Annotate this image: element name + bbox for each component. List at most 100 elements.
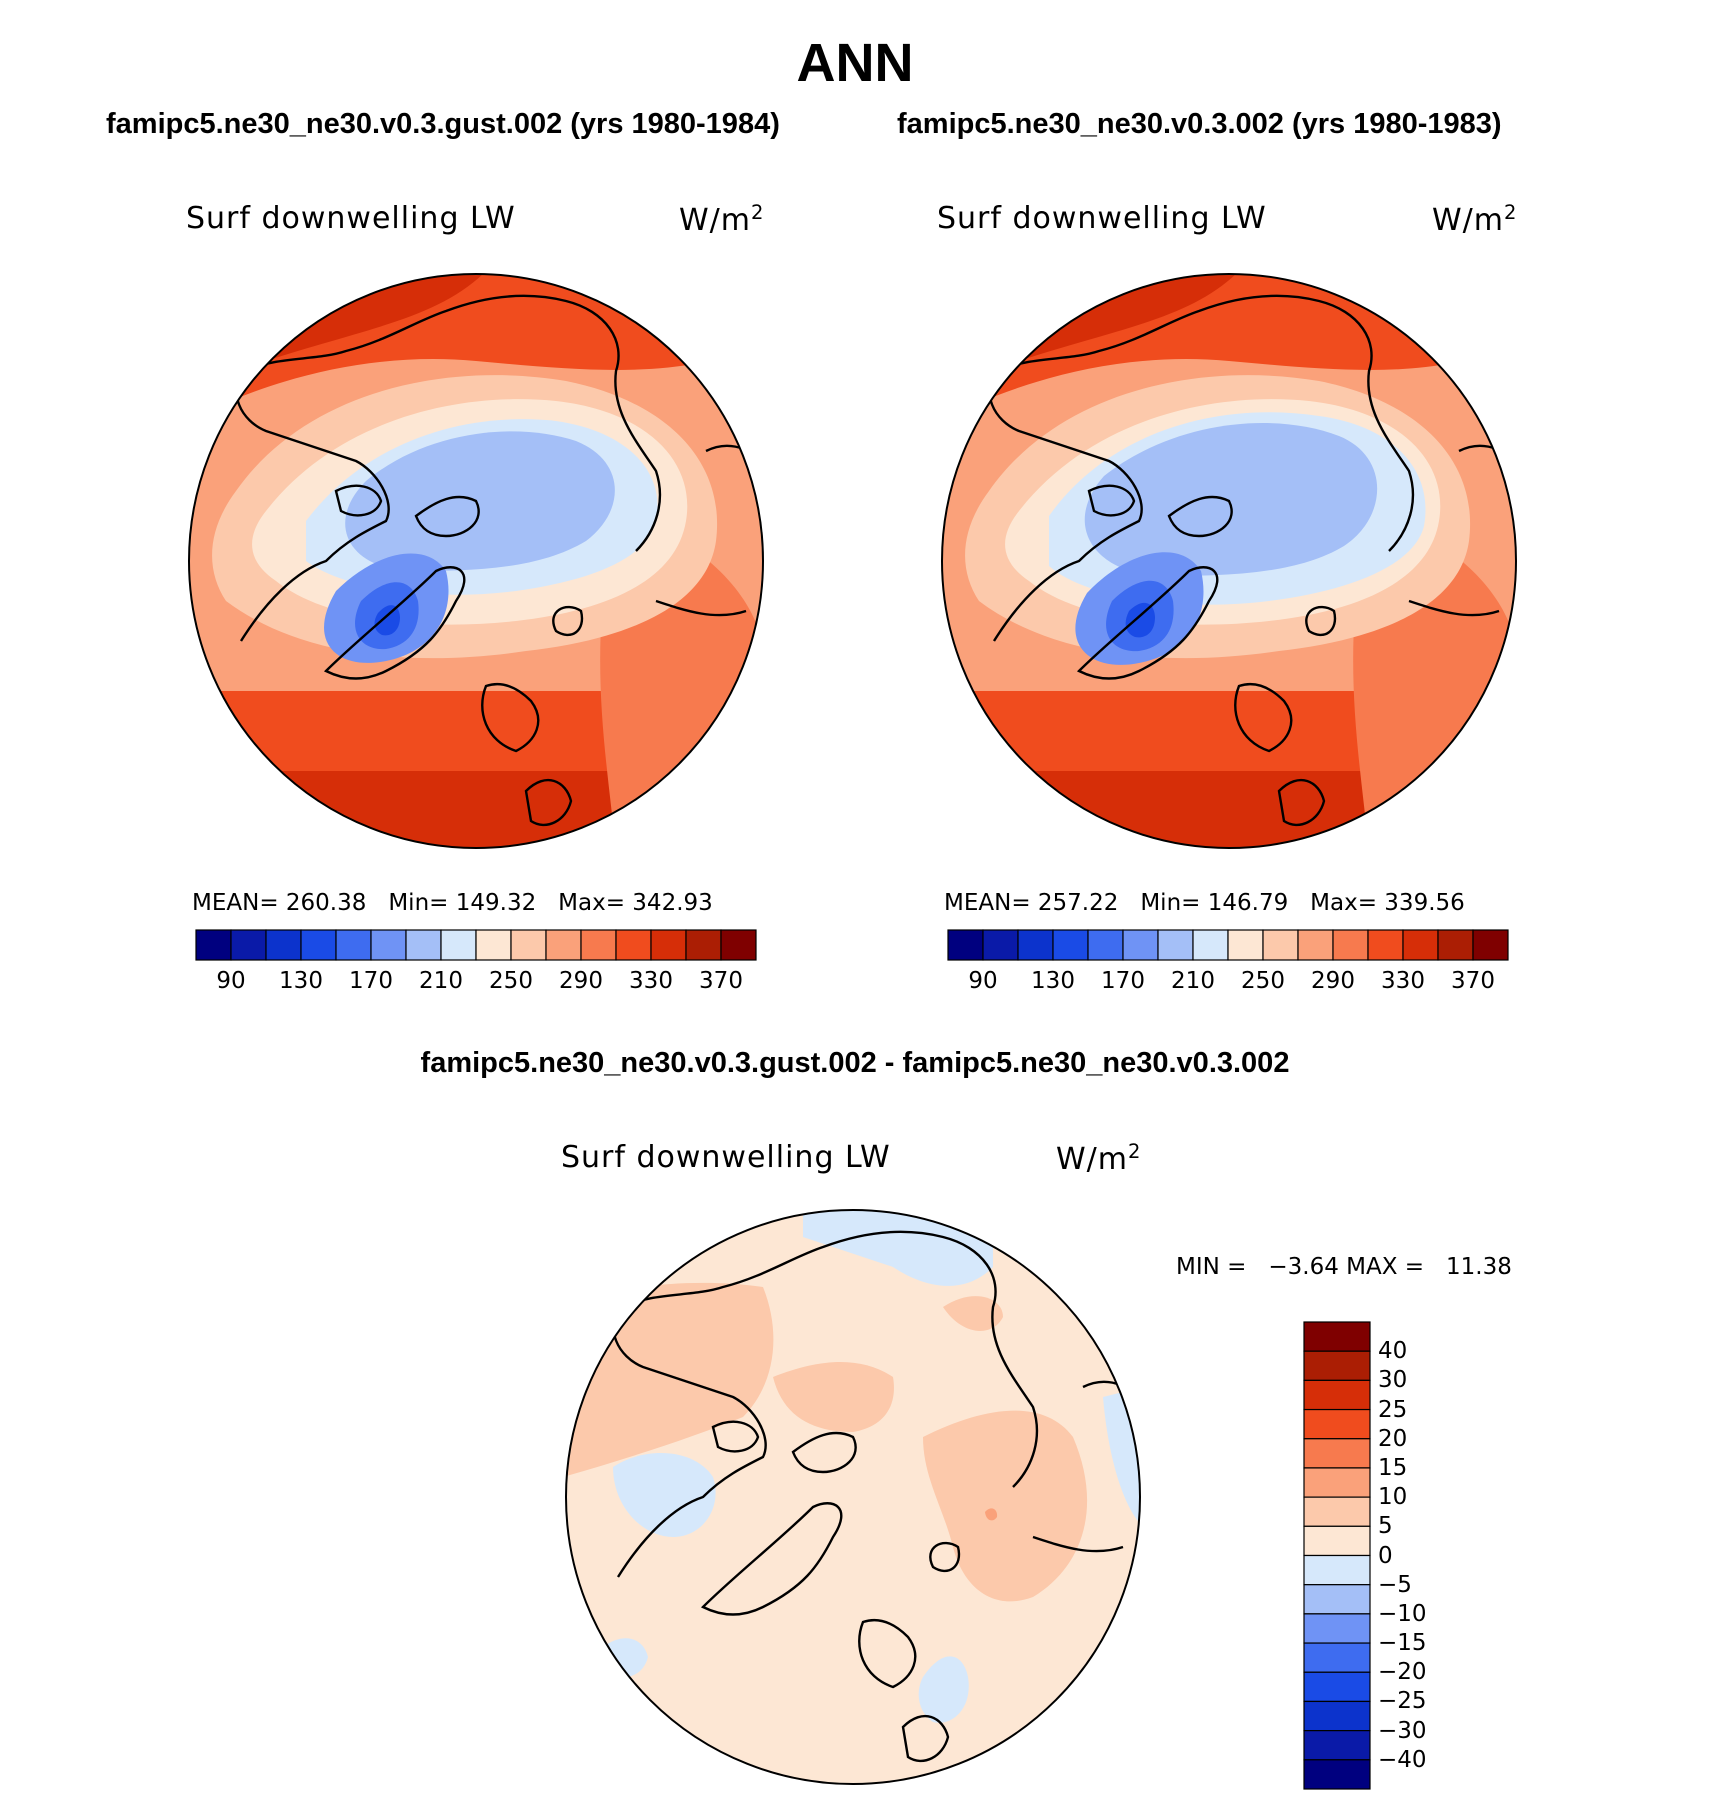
colorbar-a-swatch (580, 929, 617, 961)
panel-a-units: W/m2 (679, 201, 765, 238)
colorbar-a-swatch (510, 929, 547, 961)
colorbar-diff-swatch (1303, 1613, 1371, 1644)
colorbar-diff-swatch (1303, 1321, 1371, 1352)
map-panel-a (188, 273, 764, 849)
colorbar-a-tick-label: 130 (279, 968, 323, 994)
colorbar-b-tick-label: 210 (1171, 968, 1215, 994)
map-panel-diff (565, 1209, 1141, 1785)
colorbar-diff-tick-label: −5 (1378, 1571, 1412, 1598)
colorbar-a-swatch (685, 929, 722, 961)
diff-units: W/m2 (1056, 1140, 1142, 1177)
colorbar-b-swatch (982, 929, 1019, 961)
colorbar-b (947, 929, 1509, 961)
colorbar-b-swatch (947, 929, 984, 961)
colorbar-b-swatch (1017, 929, 1054, 961)
colorbar-b-swatch (1297, 929, 1334, 961)
colorbar-diff-tick-label: −30 (1378, 1717, 1427, 1744)
map-b-coastlines (988, 294, 1515, 827)
colorbar-a-swatch (650, 929, 687, 961)
map-diff-neg-central (613, 1453, 716, 1537)
colorbar-diff-swatch (1303, 1379, 1371, 1411)
case-b-title: famipc5.ne30_ne30.v0.3.002 (yrs 1980-198… (897, 108, 1502, 140)
colorbar-a (195, 929, 757, 961)
colorbar-a-swatch (615, 929, 652, 961)
colorbar-b-ticks: 90 130 170 210 250 290 330 370 (948, 968, 1508, 998)
colorbar-a-swatch (440, 929, 477, 961)
colorbar-a-swatch (405, 929, 442, 961)
colorbar-b-swatch (1472, 929, 1509, 961)
colorbar-diff-tick-label: 30 (1378, 1367, 1408, 1394)
colorbar-a-ticks: 90 130 170 210 250 290 330 370 (196, 968, 756, 998)
colorbar-diff-swatch (1303, 1759, 1371, 1790)
panel-b-units: W/m2 (1432, 201, 1518, 238)
colorbar-a-swatch (720, 929, 757, 961)
colorbar-diff-swatch (1303, 1408, 1371, 1440)
colorbar-a-swatch (335, 929, 372, 961)
colorbar-b-tick-label: 90 (968, 968, 998, 994)
colorbar-a-tick-label: 250 (489, 968, 533, 994)
colorbar-a-swatch (300, 929, 337, 961)
colorbar-diff-swatch (1303, 1467, 1371, 1498)
colorbar-diff-swatch (1303, 1554, 1371, 1586)
panel-b-variable: Surf downwelling LW (937, 201, 1267, 236)
colorbar-diff-swatch (1303, 1671, 1371, 1703)
colorbar-b-swatch (1402, 929, 1439, 961)
colorbar-diff-tick-label: −20 (1378, 1659, 1427, 1686)
colorbar-a-swatch (195, 929, 232, 961)
case-a-title: famipc5.ne30_ne30.v0.3.gust.002 (yrs 198… (106, 108, 780, 140)
map-a-core-min (374, 605, 400, 636)
map-diff-pos-north (773, 1362, 894, 1432)
panel-a-stats: MEAN= 260.38 Min= 149.32 Max= 342.93 (192, 890, 713, 916)
colorbar-b-swatch (1052, 929, 1089, 961)
colorbar-diff-tick-label: 10 (1378, 1484, 1408, 1511)
colorbar-diff-tick-label: 25 (1378, 1396, 1408, 1423)
colorbar-diff-tick-label: −15 (1378, 1630, 1427, 1657)
colorbar-diff-tick-label: 15 (1378, 1454, 1408, 1481)
colorbar-diff-swatch (1303, 1700, 1371, 1732)
colorbar-diff-tick-label: −25 (1378, 1688, 1427, 1715)
map-b-ring-250 (1084, 423, 1378, 576)
colorbar-b-tick-label: 290 (1311, 968, 1355, 994)
colorbar-diff-tick-label: 5 (1378, 1513, 1393, 1540)
colorbar-b-tick-label: 330 (1381, 968, 1425, 994)
map-diff-neg-north (803, 1210, 993, 1286)
colorbar-diff-tick-label: 40 (1378, 1338, 1408, 1365)
colorbar-a-tick-label: 370 (699, 968, 743, 994)
figure-title: ANN (796, 33, 914, 93)
colorbar-a-swatch (545, 929, 582, 961)
colorbar-a-swatch (265, 929, 302, 961)
colorbar-b-tick-label: 130 (1031, 968, 1075, 994)
colorbar-a-swatch (230, 929, 267, 961)
colorbar-diff-swatch (1303, 1730, 1371, 1761)
colorbar-a-swatch (475, 929, 512, 961)
colorbar-diff (1303, 1321, 1371, 1790)
map-panel-b (941, 273, 1517, 849)
colorbar-a-tick-label: 90 (216, 968, 246, 994)
colorbar-diff-ticks: 40 30 25 20 15 10 5 0 −5 −10 −15 −20 −25 −30 −40 (1378, 1322, 1478, 1789)
colorbar-a-swatch (370, 929, 407, 961)
colorbar-b-swatch (1332, 929, 1369, 961)
map-b-band-far-south (942, 771, 1516, 848)
map-a-ring-250 (345, 431, 615, 571)
colorbar-b-swatch (1192, 929, 1229, 961)
colorbar-diff-swatch (1303, 1350, 1371, 1381)
map-diff-pos-northeast (943, 1296, 1003, 1331)
panel-a-variable: Surf downwelling LW (186, 201, 516, 236)
map-a-band-far-south (189, 771, 763, 848)
map-diff-neg-south (918, 1656, 969, 1723)
colorbar-b-tick-label: 250 (1241, 968, 1285, 994)
panel-b-stats: MEAN= 257.22 Min= 146.79 Max= 339.56 (944, 890, 1465, 916)
colorbar-diff-tick-label: −10 (1378, 1600, 1427, 1627)
colorbar-b-tick-label: 170 (1101, 968, 1145, 994)
colorbar-b-tick-label: 370 (1451, 968, 1495, 994)
colorbar-b-swatch (1087, 929, 1124, 961)
colorbar-diff-swatch (1303, 1642, 1371, 1673)
colorbar-a-tick-label: 170 (349, 968, 393, 994)
colorbar-b-swatch (1122, 929, 1159, 961)
colorbar-diff-tick-label: 0 (1378, 1542, 1393, 1569)
diff-variable: Surf downwelling LW (561, 1140, 891, 1175)
diff-title: famipc5.ne30_ne30.v0.3.gust.002 - famipc… (420, 1047, 1290, 1079)
colorbar-b-swatch (1227, 929, 1264, 961)
colorbar-b-swatch (1367, 929, 1404, 961)
map-diff-pos-east (923, 1410, 1088, 1602)
